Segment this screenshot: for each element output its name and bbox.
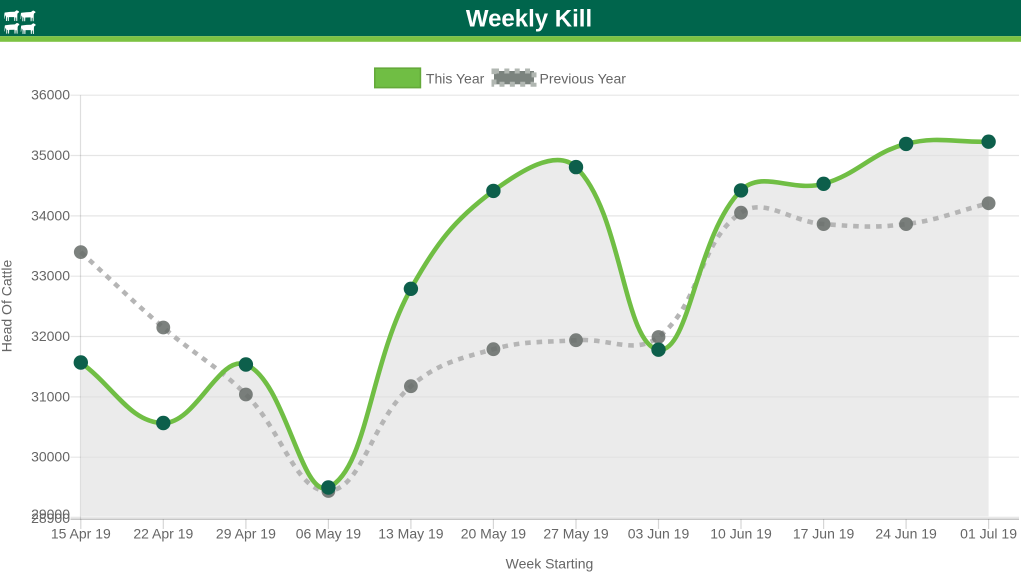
svg-text:29 Apr 19: 29 Apr 19 [216,526,276,542]
svg-text:Previous Year: Previous Year [540,71,627,87]
svg-text:29000: 29000 [31,506,70,522]
svg-text:10 Jun 19: 10 Jun 19 [710,526,772,542]
svg-text:This Year: This Year [426,71,485,87]
svg-text:17 Jun 19: 17 Jun 19 [793,526,855,542]
svg-text:35000: 35000 [31,147,70,163]
svg-text:34000: 34000 [31,207,70,223]
svg-text:03 Jun 19: 03 Jun 19 [628,526,690,542]
svg-text:Week Starting: Week Starting [506,556,594,572]
svg-text:31000: 31000 [31,388,70,404]
svg-text:33000: 33000 [31,268,70,284]
svg-text:20 May 19: 20 May 19 [461,526,527,542]
svg-text:Weekly Kill: Weekly Kill [466,6,592,33]
svg-text:30000: 30000 [31,449,70,465]
svg-text:01 Jul 19: 01 Jul 19 [960,526,1017,542]
svg-text:06 May 19: 06 May 19 [296,526,362,542]
svg-text:22 Apr 19: 22 Apr 19 [133,526,193,542]
svg-text:13 May 19: 13 May 19 [378,526,444,542]
svg-text:24 Jun 19: 24 Jun 19 [875,526,937,542]
svg-text:36000: 36000 [31,87,70,103]
svg-text:32000: 32000 [31,328,70,344]
svg-text:28900: 28900 [31,510,70,526]
svg-text:27 May 19: 27 May 19 [543,526,609,542]
svg-text:15 Apr 19: 15 Apr 19 [51,526,111,542]
svg-text:Head Of Cattle: Head Of Cattle [0,259,15,352]
